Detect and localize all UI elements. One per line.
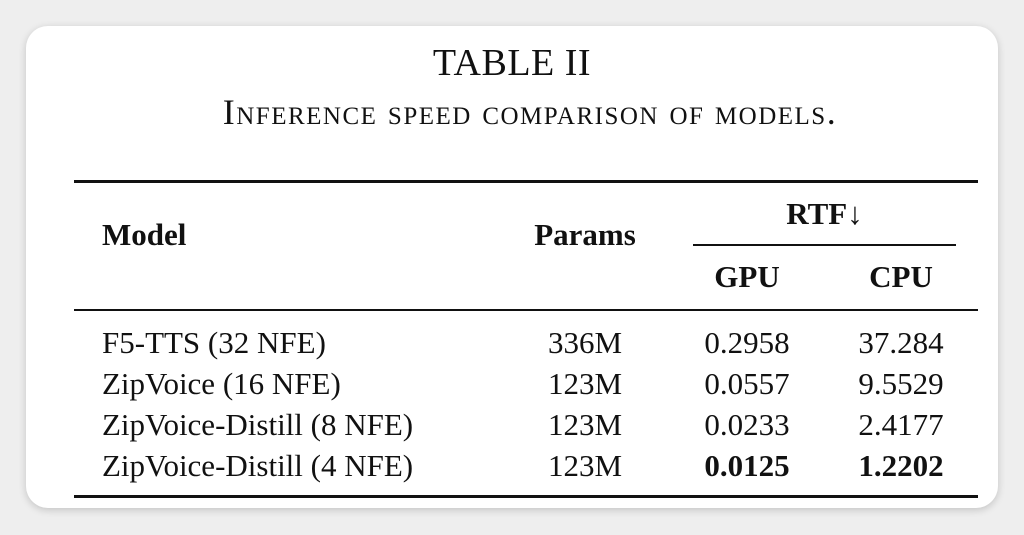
row-1-model: F5-TTS (32 NFE) bbox=[102, 325, 326, 360]
row-2-params: 123M bbox=[547, 366, 623, 401]
row-4-model: ZipVoice-Distill (4 NFE) bbox=[102, 448, 414, 483]
header-gpu: GPU bbox=[714, 259, 780, 294]
row-2-cpu: 9.5529 bbox=[858, 366, 944, 401]
row-3-model: ZipVoice-Distill (8 NFE) bbox=[102, 407, 414, 442]
table-card bbox=[26, 26, 998, 508]
row-1-gpu: 0.2958 bbox=[704, 325, 790, 360]
header-params: Params bbox=[534, 217, 636, 252]
row-2-model: ZipVoice (16 NFE) bbox=[102, 366, 341, 401]
row-4-cpu: 1.2202 bbox=[858, 448, 944, 483]
row-3-cpu: 2.4177 bbox=[858, 407, 944, 442]
rtf-group-rule bbox=[693, 244, 956, 246]
header-rule bbox=[74, 309, 978, 311]
header-rtf-group: RTF↓ bbox=[786, 196, 863, 231]
row-1-params: 336M bbox=[547, 325, 623, 360]
top-rule bbox=[74, 180, 978, 183]
row-2-gpu: 0.0557 bbox=[704, 366, 790, 401]
row-4-gpu: 0.0125 bbox=[704, 448, 790, 483]
row-3-gpu: 0.0233 bbox=[704, 407, 790, 442]
table-title: TABLE II bbox=[432, 42, 592, 84]
header-cpu: CPU bbox=[869, 259, 933, 294]
row-1-cpu: 37.284 bbox=[858, 325, 944, 360]
table-caption: Inference speed comparison of models. bbox=[222, 92, 838, 132]
row-3-params: 123M bbox=[547, 407, 623, 442]
row-4-params: 123M bbox=[547, 448, 623, 483]
bottom-rule bbox=[74, 495, 978, 498]
header-model: Model bbox=[102, 217, 187, 252]
